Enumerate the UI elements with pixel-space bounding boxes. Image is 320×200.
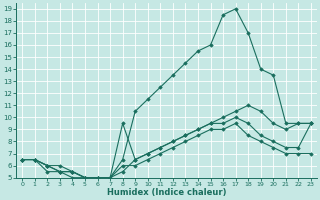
X-axis label: Humidex (Indice chaleur): Humidex (Indice chaleur) [107, 188, 226, 197]
